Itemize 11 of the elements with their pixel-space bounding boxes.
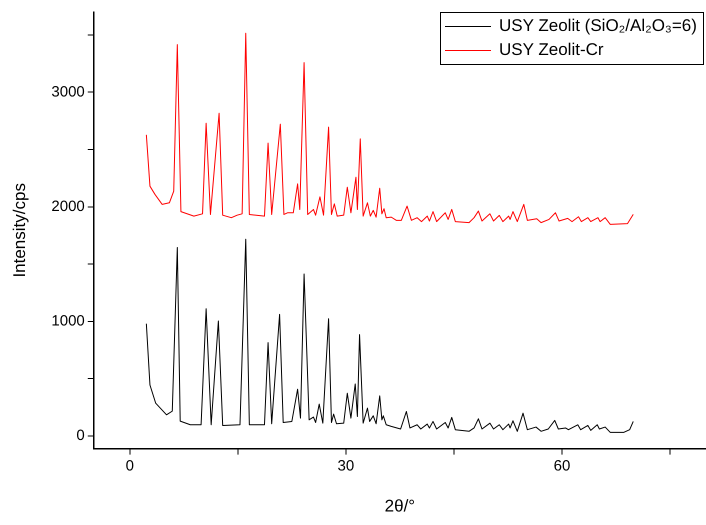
y-axis-title: Intensity/cps [10, 183, 29, 278]
legend-label: USY Zeolit (SiO₂/Al₂O₃=6) [499, 15, 697, 37]
y-tick-label: 2000 [51, 198, 85, 215]
x-tick-label: 0 [126, 458, 134, 475]
legend-label: USY Zeolit-Cr [499, 39, 604, 61]
y-tick-label: 1000 [51, 312, 85, 330]
x-tick-label: 30 [338, 458, 354, 475]
x-tick-label: 60 [554, 458, 570, 475]
y-tick-label: 0 [76, 427, 85, 444]
y-tick-label: 3000 [51, 83, 85, 100]
x-axis-title: 2θ/° [384, 496, 416, 516]
